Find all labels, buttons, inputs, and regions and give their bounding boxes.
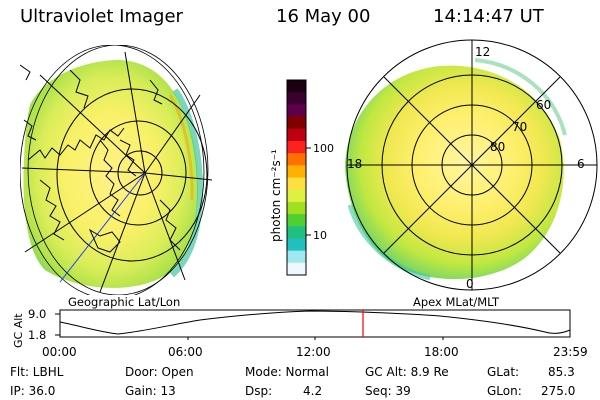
colorbar-band (287, 262, 306, 276)
colorbar-band (287, 116, 306, 130)
ip-info: IP: 36.0 (10, 384, 56, 398)
magnetic-panel (345, 39, 598, 291)
glat-label: GLat: (487, 365, 520, 379)
dsp-value: 4.2 (303, 384, 323, 398)
geographic-emission (23, 60, 198, 288)
colorbar-frame (286, 79, 307, 276)
colorbar-unit-label: photon cm⁻²s⁻¹ (269, 149, 283, 242)
colorbar-band (287, 189, 306, 203)
geographic-panel (20, 45, 213, 295)
colorbar-band (287, 80, 306, 93)
colorbar-band (287, 165, 306, 178)
colorbar-band (287, 250, 306, 264)
colorbar-band (287, 226, 306, 239)
altitude-curve (59, 310, 571, 335)
colorbar-band (287, 153, 306, 166)
dsp-label: Dsp: (245, 384, 273, 398)
altitude-tick-9: 9.0 (28, 307, 46, 321)
colorbar (287, 80, 306, 276)
altitude-frame (59, 309, 571, 338)
colorbar-band (287, 201, 306, 215)
time-tick-1800: 18:00 (424, 345, 459, 359)
magnetic-label: Apex MLat/MLT (413, 295, 500, 309)
glon-value: 275.0 (541, 384, 576, 398)
gc-alt-info: GC Alt: 8.9 Re (365, 365, 449, 379)
glat-value: 85.3 (548, 365, 575, 379)
mlt-label-18: 18 (347, 157, 362, 171)
date-label: 16 May 00 (276, 6, 371, 27)
mode-info: Mode: Normal (245, 365, 329, 379)
colorbar-band (287, 140, 306, 154)
colorbar-tick-label-100: 100 (313, 142, 334, 155)
mlt-label-12: 12 (475, 45, 490, 59)
time-tick-0000: 00:00 (42, 345, 77, 359)
time-tick-0600: 06:00 (168, 345, 203, 359)
mlt-label-6: 6 (577, 157, 585, 171)
gain-info: Gain: 13 (125, 384, 176, 398)
colorbar-band (287, 92, 306, 105)
colorbar-band (287, 128, 306, 142)
colorbar-band (287, 238, 306, 252)
colorbar-band (287, 177, 306, 191)
seq-info: Seq: 39 (365, 384, 411, 398)
colorbar-band (287, 214, 306, 227)
colorbar-tick-label-10: 10 (313, 229, 327, 242)
altitude-strip (55, 309, 571, 340)
geographic-label: Geographic Lat/Lon (68, 295, 180, 309)
mlat-label-80: 80 (490, 140, 505, 154)
instrument-title: Ultraviolet Imager (20, 6, 183, 27)
mlat-label-70: 70 (512, 120, 527, 134)
filter-info: Flt: LBHL (10, 365, 64, 379)
door-info: Door: Open (125, 365, 194, 379)
time-tick-1200: 12:00 (296, 345, 331, 359)
magnetic-emission (345, 65, 564, 280)
time-tick-2359: 23:59 (553, 345, 588, 359)
glon-label: GLon: (487, 384, 522, 398)
time-label: 14:14:47 UT (433, 6, 544, 27)
mlt-label-0: 0 (466, 277, 474, 291)
colorbar-band (287, 104, 306, 118)
altitude-tick-1-8: 1.8 (28, 328, 46, 342)
mlat-label-60: 60 (536, 98, 551, 112)
altitude-axis-title: GC Alt (12, 313, 25, 348)
